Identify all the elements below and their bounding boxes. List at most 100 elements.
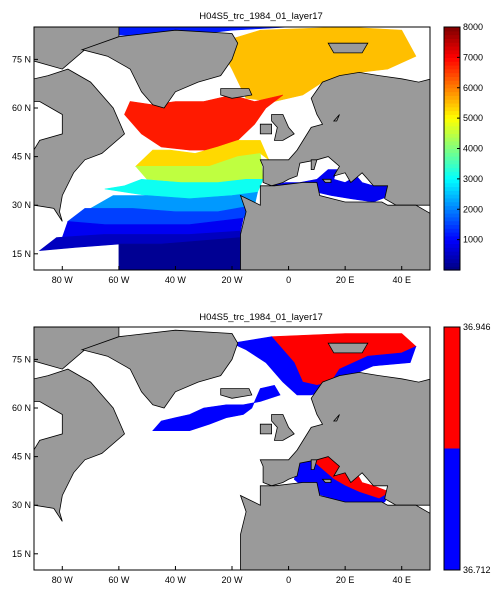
- land-mass: [271, 114, 295, 141]
- colorbar-cell: [444, 194, 460, 199]
- lower-panel: H04S5_trc_1984_01_layer17 80 W 60 W 40 W 20…: [12, 312, 491, 585]
- colorbar-tick-label: 4000: [463, 144, 483, 154]
- colorbar-cell: [444, 258, 460, 264]
- colorbar-cell: [444, 163, 460, 169]
- colorbar-cell: [444, 76, 460, 81]
- x-tick-label: 20 W: [221, 275, 243, 285]
- colorbar-cell: [444, 45, 460, 51]
- colorbar-cell: [444, 247, 460, 252]
- colorbar-cell: [444, 182, 460, 188]
- data-region: [124, 94, 284, 151]
- colorbar-cell: [444, 220, 460, 226]
- colorbar-cell: [444, 167, 460, 172]
- colorbar-cell: [444, 175, 460, 180]
- x-tick-label: 60 W: [108, 575, 130, 585]
- colorbar-cell: [444, 205, 460, 210]
- colorbar-cell: [444, 239, 460, 245]
- land-mass: [310, 159, 318, 171]
- colorbar-cell: [444, 186, 460, 191]
- land-mass: [34, 327, 120, 370]
- colorbar-cell: [444, 133, 460, 138]
- upper-x-ticks: 80 W 60 W 40 W 20 W 0 20 E 40 E: [52, 266, 411, 285]
- colorbar-tick-label: 7000: [463, 52, 483, 62]
- colorbar-cell: [444, 129, 460, 134]
- colorbar-cell: [444, 72, 460, 77]
- colorbar-cell: [444, 190, 460, 195]
- y-tick-label: 45 N: [12, 152, 31, 162]
- x-tick-label: 40 W: [165, 575, 187, 585]
- colorbar-cell: [444, 148, 460, 153]
- x-tick-label: 80 W: [52, 575, 74, 585]
- colorbar-tick-label: 2000: [463, 204, 483, 214]
- land-mass: [220, 388, 253, 399]
- colorbar-cell: [444, 87, 460, 93]
- land-mass: [80, 329, 239, 409]
- colorbar-cell: [444, 102, 460, 108]
- land-mass: [310, 459, 318, 471]
- colorbar-cell: [444, 178, 460, 184]
- colorbar-cell: [444, 99, 460, 104]
- colorbar-cell: [444, 68, 460, 74]
- colorbar-cell: [444, 232, 460, 237]
- colorbar-cell: [444, 30, 460, 36]
- land-mass: [332, 114, 340, 122]
- colorbar-tick-label: 3000: [463, 174, 483, 184]
- y-tick-label: 30 N: [12, 200, 31, 210]
- land-mass: [259, 423, 273, 435]
- land-mass: [34, 68, 125, 222]
- y-tick-label: 15 N: [12, 549, 31, 559]
- colorbar-tick-label: 36.712: [463, 565, 491, 575]
- x-tick-label: 40 W: [165, 275, 187, 285]
- land-mass: [321, 478, 332, 483]
- colorbar-cell: [444, 91, 460, 96]
- colorbar-cell: [444, 171, 460, 176]
- land-mass: [259, 71, 430, 206]
- land-mass: [220, 88, 253, 99]
- colorbar-cell: [444, 201, 460, 207]
- land-mass: [327, 342, 369, 354]
- colorbar-cell: [444, 243, 460, 248]
- lower-chart-title: H04S5_trc_1984_01_layer17: [199, 312, 323, 323]
- colorbar-cell: [444, 42, 460, 47]
- land-mass: [271, 414, 295, 441]
- colorbar-cell: [444, 209, 460, 214]
- colorbar-cell: [444, 254, 460, 260]
- upper-land-layer: [34, 27, 430, 270]
- x-tick-label: 20 E: [336, 575, 355, 585]
- colorbar-cell: [444, 197, 460, 203]
- lower-x-ticks: 80 W 60 W 40 W 20 W 0 20 E 40 E: [52, 566, 411, 585]
- colorbar-cell: [444, 61, 460, 66]
- colorbar-cell: [444, 64, 460, 70]
- colorbar-cell: [444, 121, 460, 127]
- land-mass: [259, 371, 430, 506]
- colorbar-cell: [444, 34, 460, 39]
- colorbar-cell: [444, 228, 460, 233]
- colorbar-frame: [443, 326, 461, 571]
- x-tick-label: 40 E: [392, 275, 411, 285]
- data-region: [152, 384, 281, 432]
- upper-y-ticks: 75 N 60 N 45 N 30 N 15 N: [12, 54, 38, 259]
- colorbar-high-cell: [444, 327, 460, 449]
- colorbar-cell: [444, 140, 460, 146]
- colorbar-cell: [444, 216, 460, 222]
- y-tick-label: 30 N: [12, 500, 31, 510]
- upper-panel: H04S5_trc_1984_01_layer17 80 W 60 W 40 W 20…: [12, 11, 483, 285]
- x-tick-label: 20 E: [336, 275, 355, 285]
- colorbar-cell: [444, 27, 460, 32]
- colorbar-cell: [444, 152, 460, 157]
- x-tick-label: 0: [286, 575, 291, 585]
- colorbar-cell: [444, 235, 460, 241]
- land-mass: [34, 368, 125, 522]
- colorbar-cell: [444, 137, 460, 142]
- land-mass: [259, 123, 273, 135]
- x-tick-label: 60 W: [108, 275, 130, 285]
- land-mass: [321, 178, 332, 183]
- x-tick-label: 80 W: [52, 275, 74, 285]
- x-tick-label: 20 W: [221, 575, 243, 585]
- colorbar-low-cell: [444, 448, 460, 570]
- colorbar-cell: [444, 106, 460, 112]
- lower-colorbar: 36.946 36.712: [443, 322, 491, 575]
- colorbar-cell: [444, 80, 460, 85]
